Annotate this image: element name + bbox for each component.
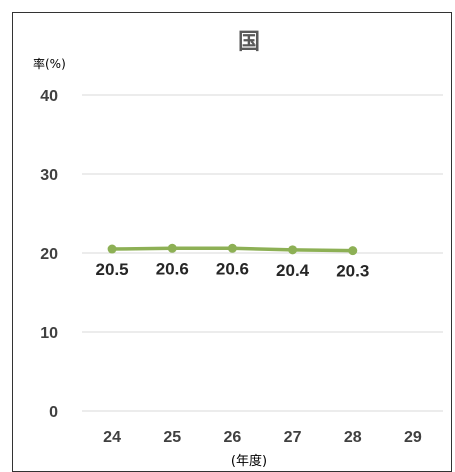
- data-point: [107, 244, 117, 254]
- data-point: [227, 243, 237, 253]
- x-tick-label: 27: [284, 429, 302, 446]
- y-tick-label: 10: [40, 325, 58, 342]
- x-tick-label: 26: [224, 429, 242, 446]
- series-group: [107, 243, 358, 256]
- data-label: 20.3: [336, 262, 369, 281]
- x-tick-label: 28: [344, 429, 362, 446]
- x-tick-labels: 24 25 26 27 28 29: [103, 429, 422, 446]
- data-point: [348, 246, 358, 256]
- y-tick-label: 40: [40, 88, 58, 105]
- x-tick-label: 24: [103, 429, 121, 446]
- data-label: 20.6: [156, 259, 189, 278]
- chart-title: 国: [238, 30, 260, 55]
- data-point: [288, 245, 298, 255]
- x-axis-label: (年度): [231, 453, 267, 467]
- y-tick-labels: 0 10 20 30 40: [40, 88, 58, 421]
- y-tick-label: 30: [40, 167, 58, 184]
- data-label: 20.5: [96, 260, 129, 279]
- data-label: 20.4: [276, 261, 310, 280]
- y-axis-label: 率(%): [33, 56, 66, 71]
- y-tick-label: 0: [49, 404, 58, 421]
- data-point: [167, 243, 177, 253]
- x-tick-label: 25: [163, 429, 181, 446]
- data-labels: 20.5 20.6 20.6 20.4 20.3: [96, 259, 370, 280]
- gridlines: [82, 94, 443, 412]
- y-tick-label: 20: [40, 246, 58, 263]
- data-label: 20.6: [216, 259, 249, 278]
- chart-frame: [12, 12, 452, 472]
- x-tick-label: 29: [404, 429, 422, 446]
